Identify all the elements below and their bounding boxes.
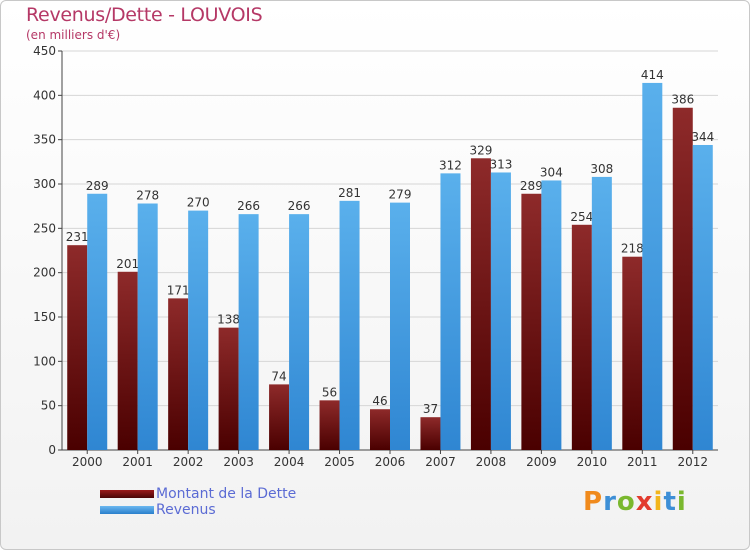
legend-label-revenus: Revenus xyxy=(156,502,216,518)
data-label-dette: 254 xyxy=(570,210,593,224)
data-label-revenus: 266 xyxy=(237,199,260,213)
bar-revenus xyxy=(289,214,310,450)
bar-revenus xyxy=(87,193,108,450)
x-tick-label: 2004 xyxy=(274,455,305,469)
legend-swatch-revenus xyxy=(100,506,154,514)
x-tick-label: 2012 xyxy=(677,455,708,469)
x-tick-label: 2002 xyxy=(173,455,204,469)
bar-revenus xyxy=(440,173,461,451)
data-label-revenus: 289 xyxy=(86,179,109,193)
y-tick-label: 350 xyxy=(33,133,56,147)
bar-dette xyxy=(168,298,189,450)
logo-letter: i xyxy=(676,487,687,517)
y-tick-label: 250 xyxy=(33,221,56,235)
data-label-revenus: 312 xyxy=(439,158,462,172)
bar-revenus xyxy=(490,172,511,450)
bar-dette xyxy=(672,107,693,450)
data-label-revenus: 279 xyxy=(389,188,412,202)
data-label-revenus: 344 xyxy=(691,130,714,144)
data-label-revenus: 270 xyxy=(187,196,210,210)
y-tick-label: 150 xyxy=(33,310,56,324)
chart-title: Revenus/Dette - LOUVOIS xyxy=(26,4,263,26)
bar-revenus xyxy=(137,203,158,450)
bar-dette xyxy=(470,158,491,450)
bar-dette xyxy=(571,224,592,450)
y-tick-label: 450 xyxy=(33,44,56,58)
logo-letter: r xyxy=(603,487,617,517)
bar-dette xyxy=(67,245,88,450)
x-tick-label: 2009 xyxy=(526,455,557,469)
proxiti-logo: Proxiti xyxy=(583,487,687,517)
bar-dette xyxy=(269,384,290,450)
x-tick-label: 2005 xyxy=(324,455,355,469)
logo-letter: x xyxy=(635,487,654,517)
data-label-revenus: 414 xyxy=(641,68,664,82)
bar-dette xyxy=(622,256,643,450)
logo-letter: i xyxy=(653,487,664,517)
legend-label-dette: Montant de la Dette xyxy=(156,486,297,502)
bar-dette xyxy=(319,400,340,450)
data-label-revenus: 278 xyxy=(136,189,159,203)
bar-revenus xyxy=(188,210,209,450)
chart-subtitle: (en milliers d'€) xyxy=(26,28,121,42)
y-tick-label: 100 xyxy=(33,354,56,368)
y-tick-label: 300 xyxy=(33,177,56,191)
y-tick-label: 200 xyxy=(33,266,56,280)
data-label-dette: 171 xyxy=(167,283,190,297)
x-tick-label: 2001 xyxy=(122,455,153,469)
x-tick-label: 2000 xyxy=(72,455,103,469)
x-tick-label: 2011 xyxy=(627,455,658,469)
x-tick-label: 2010 xyxy=(577,455,608,469)
y-tick-label: 50 xyxy=(41,399,56,413)
logo-letter: o xyxy=(616,487,636,517)
bar-revenus xyxy=(692,144,713,450)
data-label-dette: 218 xyxy=(621,242,644,256)
bar-revenus xyxy=(541,180,562,450)
data-label-dette: 201 xyxy=(116,257,139,271)
bar-dette xyxy=(370,409,390,450)
x-tick-label: 2006 xyxy=(375,455,406,469)
data-label-dette: 138 xyxy=(217,313,240,327)
bar-dette xyxy=(521,193,542,450)
bar-revenus xyxy=(238,214,259,450)
data-label-revenus: 313 xyxy=(489,157,512,171)
data-label-dette: 289 xyxy=(520,179,543,193)
bar-revenus xyxy=(591,176,612,450)
data-label-dette: 386 xyxy=(671,93,694,107)
data-label-dette: 56 xyxy=(322,385,337,399)
data-label-revenus: 308 xyxy=(590,162,613,176)
data-label-revenus: 304 xyxy=(540,165,563,179)
bar-revenus xyxy=(642,82,663,451)
bar-dette xyxy=(420,417,441,450)
x-tick-label: 2003 xyxy=(223,455,254,469)
bar-dette xyxy=(117,271,138,450)
data-label-dette: 329 xyxy=(469,143,492,157)
legend-swatch-dette xyxy=(100,490,154,498)
x-tick-label: 2007 xyxy=(425,455,456,469)
data-label-dette: 37 xyxy=(423,402,438,416)
y-tick-label: 0 xyxy=(48,443,56,457)
data-label-revenus: 266 xyxy=(288,199,311,213)
data-label-revenus: 281 xyxy=(338,186,361,200)
data-label-dette: 46 xyxy=(372,394,387,408)
data-label-dette: 74 xyxy=(271,369,286,383)
legend: Montant de la Dette Revenus xyxy=(100,486,296,518)
bar-revenus xyxy=(390,202,410,450)
logo-letter: t xyxy=(663,487,677,517)
legend-item-revenus: Revenus xyxy=(100,502,296,518)
x-tick-label: 2008 xyxy=(476,455,507,469)
legend-item-dette: Montant de la Dette xyxy=(100,486,296,502)
bar-dette xyxy=(218,327,239,450)
data-label-dette: 231 xyxy=(66,230,89,244)
bar-revenus xyxy=(339,200,360,450)
logo-letter: P xyxy=(583,487,604,517)
y-tick-label: 400 xyxy=(33,88,56,102)
